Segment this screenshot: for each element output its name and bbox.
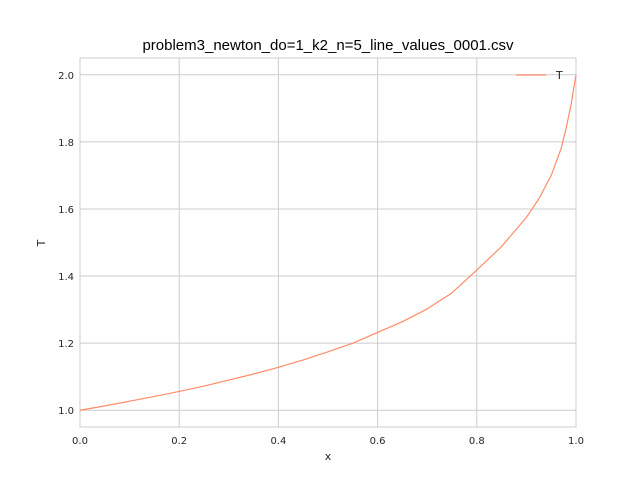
x-tick-label: 0.4	[270, 436, 286, 447]
series-group	[79, 74, 577, 411]
series-line-T	[79, 74, 577, 411]
x-axis-label: x	[325, 450, 332, 463]
plot-frame	[79, 57, 577, 428]
legend: T	[516, 69, 563, 82]
y-tick-label: 2.0	[58, 71, 74, 82]
y-tick-label: 1.4	[58, 272, 74, 283]
legend-label-T: T	[555, 69, 563, 82]
y-tick-label: 1.2	[58, 339, 74, 350]
y-tick-label: 1.8	[58, 138, 74, 149]
x-tick-label: 1.0	[568, 436, 584, 447]
y-tick-label: 1.0	[58, 406, 74, 417]
y-axis-label: T	[35, 239, 48, 247]
x-tick-label: 0.8	[469, 436, 485, 447]
x-tick-label: 0.0	[72, 436, 88, 447]
chart-title: problem3_newton_do=1_k2_n=5_line_values_…	[142, 37, 514, 54]
x-axis-ticks: 0.0 0.2 0.4 0.6 0.8 1.0	[72, 436, 584, 447]
grid	[79, 58, 577, 427]
x-tick-label: 0.6	[370, 436, 386, 447]
y-tick-label: 1.6	[58, 205, 74, 216]
plot-area	[80, 58, 576, 427]
x-tick-label: 0.2	[171, 436, 187, 447]
y-axis-ticks: 1.0 1.2 1.4 1.6 1.8 2.0	[58, 71, 74, 417]
